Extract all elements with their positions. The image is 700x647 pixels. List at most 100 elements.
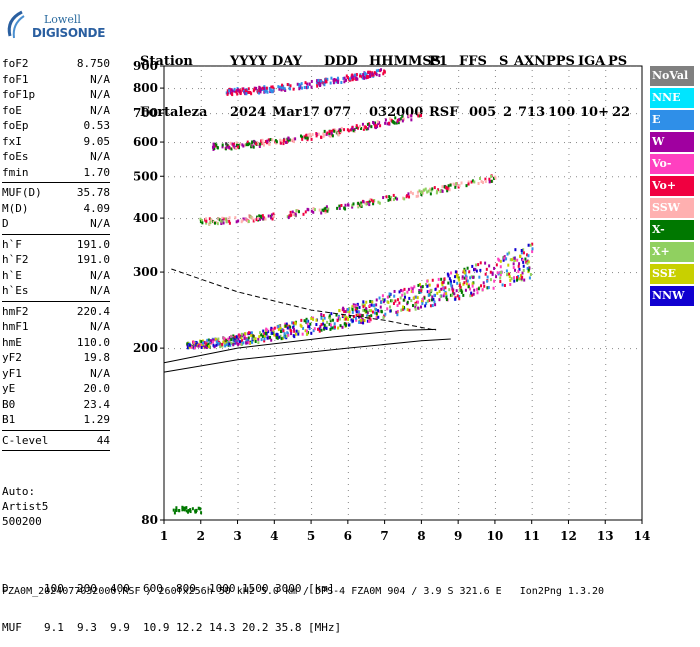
echo-point (479, 176, 482, 180)
echo-point (291, 210, 294, 214)
grid-dot (494, 256, 496, 257)
echo-point (202, 341, 205, 345)
echo-point (315, 323, 318, 327)
echo-point (304, 329, 307, 333)
echo-point (265, 86, 268, 90)
echo-point (270, 216, 273, 220)
grid-dot (458, 352, 460, 353)
grid-dot (531, 70, 533, 71)
echo-point (271, 217, 274, 221)
grid-dot (516, 142, 517, 144)
grid-dot (420, 272, 421, 274)
echo-point (458, 295, 461, 299)
echo-point (360, 318, 363, 322)
echo-point (344, 323, 347, 327)
echo-point (320, 135, 323, 139)
grid-dot (568, 160, 570, 161)
echo-point (389, 309, 392, 313)
grid-dot (531, 262, 533, 263)
grid-dot (274, 304, 276, 305)
grid-dot (528, 88, 529, 90)
grid-dot (531, 196, 533, 197)
echo-point (221, 145, 224, 149)
grid-dot (494, 502, 496, 503)
echo-point (458, 278, 461, 282)
param-name: foEp (2, 119, 29, 132)
grid-dot (568, 400, 570, 401)
echo-point (458, 282, 461, 286)
grid-dot (458, 418, 460, 419)
grid-dot (531, 466, 533, 467)
grid-dot (605, 82, 607, 83)
echo-point (528, 276, 531, 280)
grid-dot (494, 400, 496, 401)
grid-dot (311, 124, 313, 125)
grid-dot (624, 348, 625, 350)
grid-dot (414, 348, 415, 350)
grid-dot (564, 113, 565, 115)
echo-point (252, 334, 255, 338)
grid-dot (568, 460, 570, 461)
echo-point (286, 82, 289, 86)
grid-dot (200, 130, 202, 131)
grid-dot (582, 176, 583, 178)
grid-dot (421, 130, 423, 131)
header-label-1: YYYY (230, 54, 268, 69)
grid-dot (568, 118, 570, 119)
x-tick-label: 12 (560, 529, 577, 543)
echo-point (408, 114, 411, 118)
echo-point (450, 284, 453, 288)
echo-point (518, 262, 521, 266)
grid-dot (384, 88, 386, 89)
echo-point (383, 298, 386, 302)
grid-dot (200, 460, 202, 461)
grid-dot (414, 66, 415, 67)
echo-point (369, 198, 372, 202)
echo-point (315, 134, 318, 138)
echo-point (368, 203, 371, 207)
echo-point (413, 285, 416, 289)
grid-dot (576, 66, 577, 67)
grid-dot (588, 113, 589, 115)
grid-dot (605, 238, 607, 239)
grid-dot (311, 118, 313, 119)
grid-dot (390, 88, 391, 90)
muf-frequency-cell: 10.9 (143, 621, 170, 634)
grid-dot (636, 142, 637, 144)
grid-dot (605, 112, 607, 113)
grid-dot (311, 112, 313, 113)
echo-point (281, 86, 284, 90)
grid-dot (312, 218, 313, 220)
echo-point (439, 190, 442, 194)
grid-dot (531, 166, 533, 167)
grid-dot (450, 66, 451, 67)
echo-point (244, 89, 247, 93)
grid-dot (531, 358, 533, 359)
grid-dot (294, 113, 295, 115)
grid-dot (552, 348, 553, 350)
grid-dot (540, 348, 541, 350)
scaled-parameters-panel: foF2 8.750 foF1 N/A foF1p N/A foE N/A foEp 0.53 fx… (2, 56, 110, 453)
muf-distance-label: D (2, 582, 9, 595)
echo-point (429, 192, 432, 196)
grid-dot (458, 154, 460, 155)
echo-point (458, 297, 461, 301)
grid-dot (421, 484, 423, 485)
grid-dot (534, 142, 535, 144)
grid-dot (531, 172, 533, 173)
grid-dot (300, 176, 301, 178)
echo-point (380, 309, 383, 313)
echo-point (303, 319, 306, 323)
grid-dot (421, 370, 423, 371)
echo-point (310, 79, 313, 83)
echo-point (406, 308, 409, 312)
grid-dot (237, 412, 239, 413)
echo-point (471, 284, 474, 288)
echo-point (205, 346, 208, 350)
grid-dot (168, 66, 169, 67)
grid-dot (237, 250, 239, 251)
echo-point (453, 279, 456, 283)
grid-dot (336, 218, 337, 220)
grid-dot (414, 113, 415, 115)
echo-point (499, 259, 502, 263)
